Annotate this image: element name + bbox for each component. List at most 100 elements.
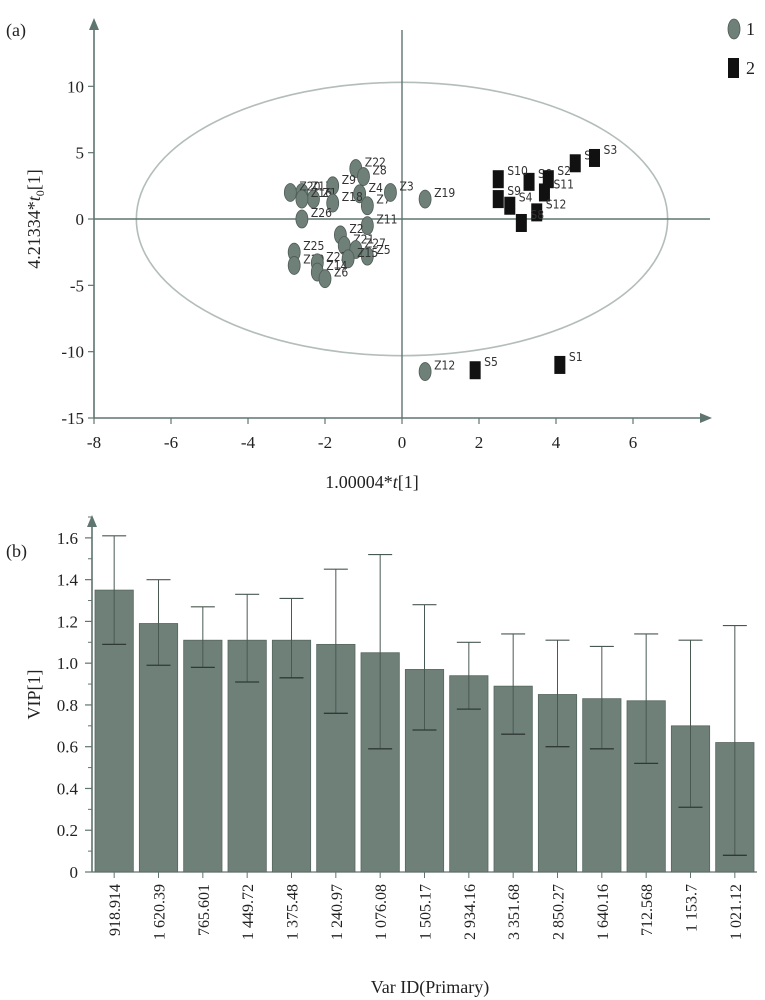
point-label-z9: Z9 xyxy=(342,173,356,187)
x-axis-title: 1.00004*t[1] xyxy=(325,472,419,492)
point-label-z19: Z19 xyxy=(434,186,455,200)
point-label-z14: Z14 xyxy=(326,259,347,273)
point-label-s2: S2 xyxy=(557,164,571,178)
point-z20 xyxy=(283,183,297,202)
x-tick-label: 1 153.7 xyxy=(684,884,701,932)
point-z3 xyxy=(384,183,397,202)
point-label-z12: Z12 xyxy=(434,359,455,373)
x-tick-label: 3 351.68 xyxy=(506,884,523,940)
point-z5 xyxy=(360,246,374,266)
y-tick-label: -5 xyxy=(70,276,84,295)
point-z18 xyxy=(326,193,340,213)
vip-bar-panel: (b) 0 0.2 0.4 0.6 0.8 1.0 1.2 1.4 1.6 918.914 1 620… xyxy=(0,495,765,1000)
point-label-z15: Z15 xyxy=(357,246,378,260)
y-tick-label: 1.6 xyxy=(57,529,78,548)
y-tick-label: 0.6 xyxy=(57,738,78,757)
y-axis-title-sub: 0 xyxy=(33,190,47,196)
vip-bar-chart: (b) 0 0.2 0.4 0.6 0.8 1.0 1.2 1.4 1.6 918.914 1 620… xyxy=(6,515,757,998)
x-tick-label: 2 xyxy=(475,433,484,452)
x-tick-label: 6 xyxy=(629,433,638,452)
legend-label: 2 xyxy=(746,58,755,78)
point-s10 xyxy=(492,170,504,189)
point-label-s5: S5 xyxy=(484,355,498,369)
point-s7 xyxy=(569,154,581,173)
point-z16 xyxy=(295,189,309,209)
y-tick-label: 0.2 xyxy=(57,821,78,840)
point-s12 xyxy=(531,203,543,222)
score-scatter-plot: (a)-8 -6 -4 -2 0 2 4 6-15-10-505101.00004*t[1]4… xyxy=(6,18,755,492)
x-tick-label: -8 xyxy=(87,433,101,452)
bar-3 xyxy=(183,639,223,873)
x-tick-label: 1 240.97 xyxy=(329,884,346,940)
x-tick-label: 1 505.17 xyxy=(418,884,435,940)
point-label-s8: S8 xyxy=(530,208,544,222)
point-label-z25: Z25 xyxy=(303,239,324,253)
bar-5 xyxy=(271,639,312,873)
point-z8 xyxy=(357,167,370,186)
y-tick-label: 1.0 xyxy=(57,654,78,673)
point-label-z6: Z6 xyxy=(334,266,348,280)
point-label-z2: Z2 xyxy=(349,222,363,236)
point-z15 xyxy=(341,249,355,269)
point-z12 xyxy=(418,362,432,381)
x-axis-title: Var ID(Primary) xyxy=(371,977,489,998)
x-tick-label: -2 xyxy=(318,433,332,452)
point-label-z11: Z11 xyxy=(376,213,397,227)
x-axis-title-var: t xyxy=(393,472,399,492)
point-z7 xyxy=(360,196,374,216)
point-z10 xyxy=(287,256,301,275)
x-tick-label: 1 021.12 xyxy=(728,884,745,940)
point-label-z3: Z3 xyxy=(399,179,413,193)
y-axis-title-suffix: [1] xyxy=(24,169,44,190)
point-s8 xyxy=(515,213,527,232)
y-axis-arrow xyxy=(89,18,99,30)
point-z11 xyxy=(360,216,374,236)
panel-label: (a) xyxy=(6,20,26,41)
x-axis-title-prefix: 1.00004* xyxy=(325,472,393,492)
point-s4 xyxy=(504,196,516,215)
x-tick-label: 1 076.08 xyxy=(373,884,390,940)
legend-marker-circle xyxy=(727,18,741,40)
point-label-s10: S10 xyxy=(507,164,528,178)
y-tick-label: -15 xyxy=(61,409,84,428)
x-tick-label: 2 934.16 xyxy=(462,884,479,940)
point-label-s3: S3 xyxy=(604,143,618,157)
point-label-z22: Z22 xyxy=(365,156,386,170)
x-tick-label: 1 640.16 xyxy=(595,884,612,940)
point-label-z16: Z16 xyxy=(311,186,332,200)
x-tick-label: 1 620.39 xyxy=(152,884,169,940)
point-label-z18: Z18 xyxy=(342,190,363,204)
y-tick-label: 0.8 xyxy=(57,696,78,715)
point-label-z26: Z26 xyxy=(311,206,332,220)
x-tick-label: 2 850.27 xyxy=(551,884,568,940)
point-s11 xyxy=(538,183,550,202)
point-z26 xyxy=(295,209,309,229)
legend-marker-square xyxy=(728,58,739,78)
y-tick-label: 0 xyxy=(76,210,85,229)
x-tick-label: 918.914 xyxy=(107,884,124,936)
x-tick-label: 4 xyxy=(552,433,561,452)
x-tick-label: 1 449.72 xyxy=(240,884,257,940)
y-axis-arrow xyxy=(87,515,97,527)
x-tick-label: 765.601 xyxy=(196,884,213,936)
y-axis-title: VIP[1] xyxy=(24,670,44,720)
point-label-z20: Z20 xyxy=(299,179,320,193)
point-s3 xyxy=(589,148,600,167)
point-label-s11: S11 xyxy=(553,177,574,191)
point-z19 xyxy=(418,189,432,209)
point-z6 xyxy=(318,269,332,289)
y-tick-label: 5 xyxy=(76,144,85,163)
y-tick-label: 1.2 xyxy=(57,612,78,631)
point-s1 xyxy=(554,355,566,374)
point-label-z4: Z4 xyxy=(369,181,383,195)
y-tick-label: 0.4 xyxy=(57,779,79,798)
y-tick-label: 0 xyxy=(70,863,79,882)
x-tick-label: 1 375.48 xyxy=(285,884,302,940)
point-s9 xyxy=(492,190,504,209)
x-axis-arrow xyxy=(700,413,712,423)
point-s2 xyxy=(542,170,554,189)
y-tick-label: -10 xyxy=(61,343,84,362)
y-tick-label: 10 xyxy=(67,77,84,96)
x-tick-label: -4 xyxy=(241,433,256,452)
point-z4 xyxy=(353,184,367,204)
